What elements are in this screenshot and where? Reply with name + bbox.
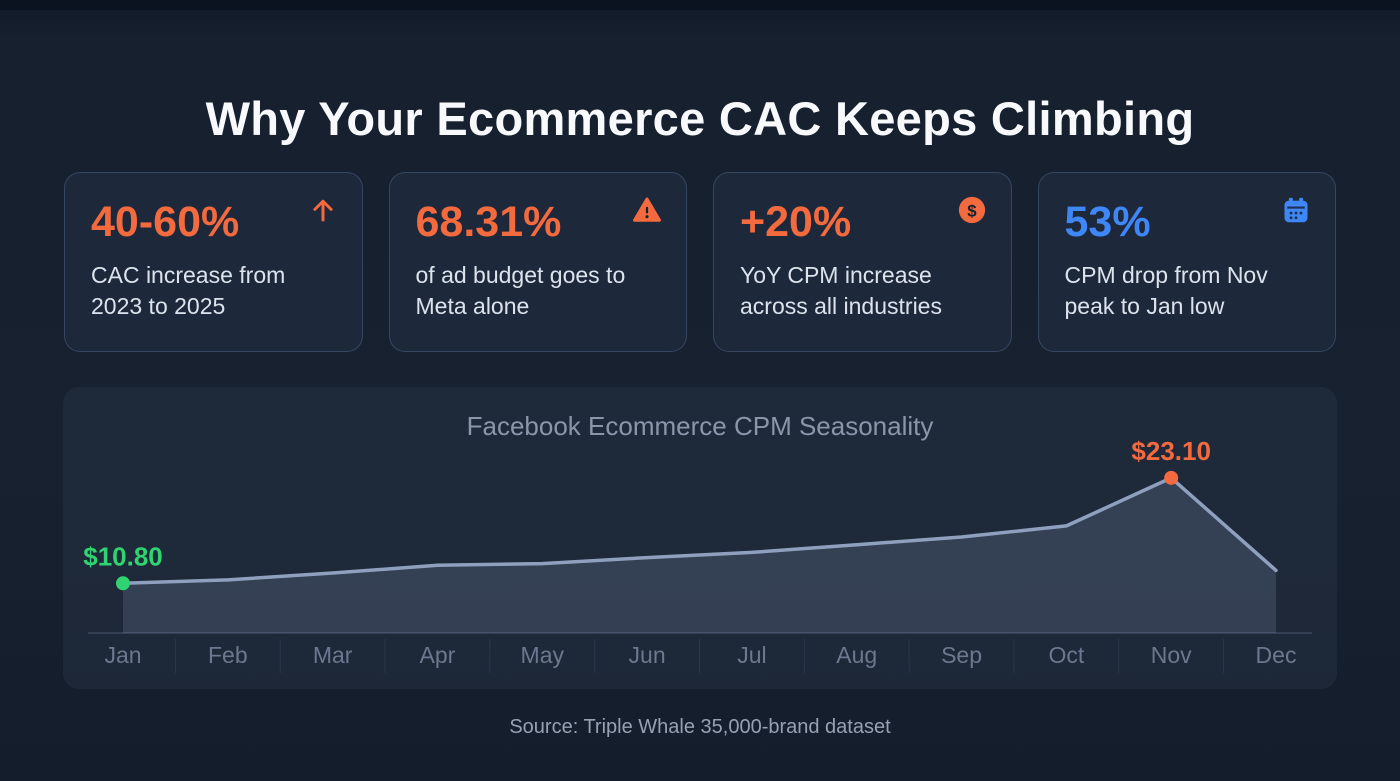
stat-card-cpm-increase: $ +20% YoY CPM increase across all indus… (713, 172, 1012, 352)
page-title: Why Your Ecommerce CAC Keeps Climbing (205, 92, 1195, 146)
x-axis-label: Dec (1256, 642, 1297, 668)
x-axis-label: Jun (629, 642, 666, 668)
x-axis-label: Jan (104, 642, 141, 668)
stat-value: 68.31% (415, 198, 562, 246)
stat-description: of ad budget goes to Meta alone (415, 262, 626, 319)
stat-value: +20% (740, 198, 852, 246)
stat-cards-row: 40-60% CAC increase from 2023 to 2025 68… (64, 172, 1336, 352)
svg-text:$: $ (967, 201, 977, 220)
x-axis-label: Jul (737, 642, 766, 668)
stat-value: 53% (1064, 198, 1151, 246)
x-axis-label: Aug (836, 642, 877, 668)
x-axis-label: Sep (941, 642, 982, 668)
arrow-up-icon (308, 195, 338, 225)
x-axis-label: May (521, 642, 565, 668)
stat-card-meta-budget: 68.31% of ad budget goes to Meta alone (388, 172, 687, 352)
stat-description: CPM drop from Nov peak to Jan low (1064, 262, 1268, 319)
chart-point-jan (116, 576, 130, 591)
source-caption: Source: Triple Whale 35,000-brand datase… (509, 716, 891, 738)
chart-annotation: $23.10 (1131, 436, 1211, 466)
chart-annotation: $10.80 (83, 541, 163, 571)
dollar-icon: $ (957, 195, 987, 225)
stat-description: CAC increase from 2023 to 2025 (91, 262, 286, 319)
stat-card-cac-increase: 40-60% CAC increase from 2023 to 2025 (64, 172, 363, 352)
cpm-seasonality-chart-panel: Facebook Ecommerce CPM Seasonality Jan Fe… (63, 387, 1337, 689)
cpm-seasonality-chart: Jan Feb Mar Apr May Jun Jul Aug Sep Oct Nov Dec $10.… (83, 436, 1312, 673)
x-axis-label: Nov (1151, 642, 1192, 668)
x-axis-label: Apr (420, 642, 456, 668)
top-edge-strip (0, 0, 1400, 10)
x-axis-label: Feb (208, 642, 248, 668)
stat-description: YoY CPM increase across all industries (740, 262, 942, 319)
x-axis-label: Mar (313, 642, 353, 668)
stat-card-cpm-drop: 53% CPM drop from Nov peak to Jan low (1037, 172, 1336, 352)
chart-title: Facebook Ecommerce CPM Seasonality (466, 411, 934, 441)
warning-icon (632, 195, 662, 225)
chart-point-nov (1164, 470, 1179, 485)
calendar-icon (1281, 195, 1311, 225)
chart-line (121, 476, 1278, 586)
x-axis-label: Oct (1048, 642, 1084, 668)
stat-value: 40-60% (91, 198, 240, 246)
